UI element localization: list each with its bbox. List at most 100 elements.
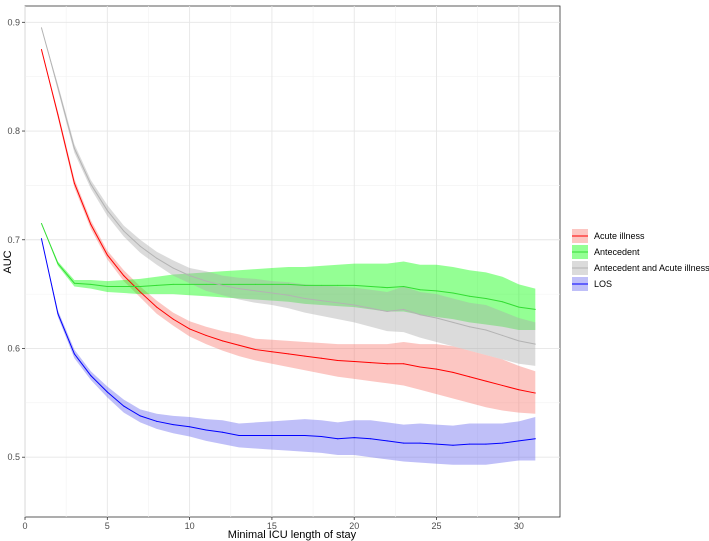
y-tick-label: 0.5 — [7, 452, 20, 462]
data-point-series-2 — [106, 209, 108, 211]
data-point-series-3 — [205, 429, 207, 431]
data-point-series-0 — [73, 182, 75, 184]
data-point-series-0 — [40, 48, 42, 50]
data-point-series-1 — [419, 289, 421, 291]
y-tick-label: 0.9 — [7, 17, 20, 27]
data-point-series-1 — [468, 295, 470, 297]
data-point-series-1 — [485, 297, 487, 299]
data-point-series-2 — [419, 314, 421, 316]
data-point-series-0 — [403, 363, 405, 365]
data-point-series-0 — [238, 344, 240, 346]
data-point-series-2 — [40, 27, 42, 29]
data-point-series-3 — [156, 420, 158, 422]
data-point-series-0 — [271, 351, 273, 353]
axes: 0 5 10 15 20 25 30 0.5 0.6 0.7 0.8 0.9 — [7, 17, 523, 531]
data-point-series-0 — [57, 114, 59, 116]
data-point-series-0 — [106, 254, 108, 256]
data-point-series-3 — [172, 424, 174, 426]
data-point-series-0 — [518, 389, 520, 391]
data-point-series-1 — [436, 290, 438, 292]
data-point-series-0 — [485, 380, 487, 382]
data-point-series-3 — [518, 440, 520, 442]
grid-lines — [24, 6, 560, 517]
data-point-series-3 — [238, 434, 240, 436]
data-point-series-3 — [271, 434, 273, 436]
data-point-series-3 — [403, 442, 405, 444]
data-point-series-1 — [320, 284, 322, 286]
ci-band-series-1 — [41, 223, 536, 330]
data-point-series-2 — [172, 267, 174, 269]
x-tick-label: 5 — [105, 521, 110, 531]
data-point-series-1 — [518, 306, 520, 308]
data-point-series-3 — [57, 313, 59, 315]
data-point-series-0 — [436, 368, 438, 370]
data-point-series-2 — [90, 183, 92, 185]
x-tick-label: 25 — [432, 521, 442, 531]
data-point-series-0 — [501, 384, 503, 386]
data-point-series-0 — [222, 340, 224, 342]
data-point-series-2 — [370, 307, 372, 309]
series-lines — [40, 27, 536, 446]
data-point-series-3 — [452, 444, 454, 446]
ci-band-series-3 — [41, 238, 536, 465]
data-point-series-2 — [205, 280, 207, 282]
data-point-series-2 — [501, 334, 503, 336]
data-point-series-0 — [386, 363, 388, 365]
data-point-series-0 — [287, 353, 289, 355]
data-point-series-3 — [353, 437, 355, 439]
data-point-series-3 — [419, 442, 421, 444]
data-point-series-2 — [254, 290, 256, 292]
data-point-series-3 — [139, 415, 141, 417]
data-point-series-2 — [304, 297, 306, 299]
data-point-series-3 — [436, 443, 438, 445]
data-point-series-2 — [123, 230, 125, 232]
data-point-series-1 — [123, 286, 125, 288]
data-point-series-3 — [485, 443, 487, 445]
data-point-series-0 — [337, 359, 339, 361]
data-point-series-2 — [139, 245, 141, 247]
data-point-series-3 — [254, 434, 256, 436]
x-axis-title: Minimal ICU length of stay — [228, 529, 357, 541]
data-point-series-1 — [287, 283, 289, 285]
y-tick-label: 0.6 — [7, 343, 20, 353]
data-point-series-0 — [468, 376, 470, 378]
data-point-series-1 — [452, 292, 454, 294]
data-point-series-2 — [436, 317, 438, 319]
data-point-series-2 — [156, 257, 158, 259]
data-point-series-0 — [189, 328, 191, 330]
x-tick-label: 30 — [514, 521, 524, 531]
data-point-series-1 — [222, 283, 224, 285]
legend-label-1: Antecedent — [594, 247, 640, 257]
data-point-series-1 — [304, 284, 306, 286]
data-point-series-3 — [320, 436, 322, 438]
legend-label-0: Acute illness — [594, 231, 645, 241]
data-point-series-3 — [468, 443, 470, 445]
data-point-series-1 — [501, 301, 503, 303]
data-point-series-0 — [320, 357, 322, 359]
data-point-series-1 — [254, 283, 256, 285]
data-point-series-0 — [172, 318, 174, 320]
data-point-series-1 — [73, 282, 75, 284]
data-point-series-1 — [238, 283, 240, 285]
data-point-series-1 — [57, 263, 59, 265]
data-point-series-0 — [534, 392, 536, 394]
data-point-series-2 — [238, 288, 240, 290]
x-tick-label: 0 — [22, 521, 27, 531]
data-point-series-3 — [501, 442, 503, 444]
data-point-series-0 — [254, 349, 256, 351]
x-tick-label: 10 — [185, 521, 195, 531]
data-point-series-2 — [353, 304, 355, 306]
data-point-series-3 — [304, 434, 306, 436]
data-point-series-2 — [518, 340, 520, 342]
x-tick-label: 20 — [349, 521, 359, 531]
data-point-series-3 — [534, 438, 536, 440]
legend: Acute illness Antecedent Antecedent and Ac… — [572, 229, 709, 291]
data-point-series-3 — [106, 391, 108, 393]
data-point-series-2 — [534, 343, 536, 345]
data-point-series-2 — [271, 292, 273, 294]
data-point-series-3 — [189, 426, 191, 428]
data-point-series-0 — [123, 275, 125, 277]
data-point-series-0 — [353, 361, 355, 363]
data-point-series-1 — [205, 283, 207, 285]
